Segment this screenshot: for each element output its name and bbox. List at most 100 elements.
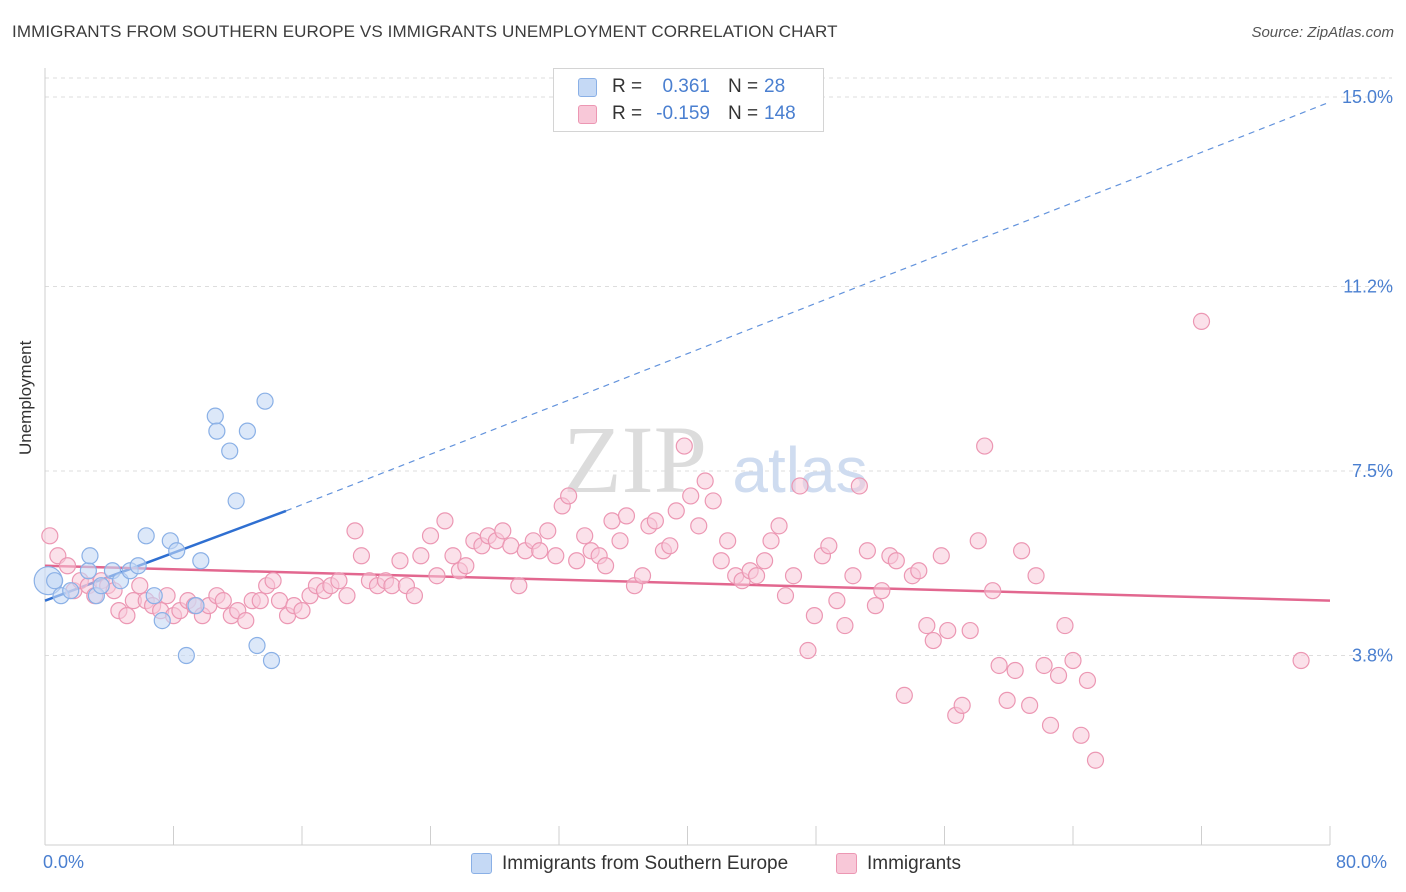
pink-point [617, 507, 636, 525]
pink-point [531, 542, 549, 560]
pink-point [237, 611, 255, 630]
pink-point [1035, 656, 1053, 675]
pink-point [611, 532, 629, 550]
pink-point [873, 582, 891, 600]
pink-point [58, 557, 77, 575]
pink-point [858, 542, 877, 560]
pink-trend-line [44, 564, 1331, 602]
pink-point [412, 547, 430, 565]
pink-point [494, 522, 512, 540]
pink-point [1027, 567, 1045, 585]
pink-point [887, 552, 905, 570]
blue-series-points [33, 392, 281, 670]
pink-point [502, 537, 520, 555]
trend-lines [44, 101, 1331, 602]
pink-point [953, 696, 971, 714]
y-tick-label: 15.0% [1342, 87, 1393, 107]
pink-point [791, 477, 809, 495]
pink-point [969, 532, 987, 550]
pink-point [661, 537, 679, 555]
legend-n-value: 28 [764, 76, 786, 97]
blue-point [262, 651, 281, 670]
legend-n-label: N = [728, 103, 759, 124]
pink-point [603, 512, 621, 530]
pink-point [330, 572, 348, 590]
legend-row-pink: R = -0.159 N = 148 [554, 100, 823, 128]
legend-n-label: N = [728, 76, 759, 97]
blue-point [192, 552, 210, 570]
pink-point [1078, 671, 1097, 690]
legend-r-value: -0.159 [656, 103, 710, 124]
pink-point [270, 592, 289, 610]
pink-point [755, 552, 774, 570]
blue-point [187, 597, 205, 615]
pink-point [828, 592, 846, 610]
pink-point [568, 552, 586, 570]
pink-point [747, 567, 766, 585]
y-tick-label: 7.5% [1352, 461, 1393, 481]
blue-point [145, 587, 163, 605]
blue-point [137, 527, 155, 545]
pink-point [690, 517, 708, 535]
pink-point [712, 552, 730, 570]
pink-point [1041, 716, 1060, 734]
pink-point [984, 582, 1002, 600]
pink-point [436, 512, 454, 530]
pink-point [719, 532, 737, 550]
pink-point [405, 587, 424, 605]
blue-point [79, 562, 97, 580]
pink-point [799, 641, 817, 660]
blue-point [153, 611, 171, 630]
pink-series-points [41, 312, 1310, 769]
pink-point [924, 631, 942, 650]
pink-point [1192, 312, 1211, 330]
correlation-legend: R = 0.361 N = 28 R = -0.159 N = 148 [553, 68, 824, 132]
pink-point [805, 607, 823, 625]
pink-point [918, 616, 936, 635]
pink-point [844, 567, 862, 585]
pink-point [776, 587, 795, 605]
blue-point [206, 407, 224, 425]
pink-point [547, 547, 565, 565]
pink-point [910, 562, 928, 580]
legend-label: Immigrants from Southern Europe [502, 853, 789, 874]
pink-point [41, 527, 59, 545]
legend-row-blue: R = 0.361 N = 28 [554, 73, 823, 101]
pink-point [338, 587, 356, 605]
pink-point [457, 557, 475, 575]
blue-swatch [578, 78, 597, 97]
blue-point [46, 572, 64, 590]
blue-point [256, 392, 274, 410]
pink-point [428, 567, 446, 585]
legend-r-label: R = [612, 76, 643, 97]
source-label: Source: ZipAtlas.com [1251, 24, 1394, 41]
pink-point [866, 597, 885, 615]
pink-point [576, 527, 594, 545]
pink-point [264, 572, 282, 590]
pink-point [961, 621, 979, 640]
blue-point [238, 422, 256, 440]
pink-point [1012, 542, 1031, 560]
y-tick-label: 3.8% [1352, 646, 1393, 666]
pink-point [1292, 651, 1310, 670]
pink-point [682, 487, 700, 505]
pink-point [646, 512, 664, 530]
pink-point [1056, 616, 1074, 635]
blue-point [81, 547, 99, 565]
pink-point [976, 437, 994, 455]
pink-point [820, 537, 838, 555]
pink-point [696, 472, 714, 490]
pink-point [1049, 666, 1068, 685]
legend-n-value: 148 [764, 103, 796, 124]
watermark-atlas: atlas [732, 434, 867, 506]
pink-point [352, 547, 371, 565]
y-axis-label: Unemployment [16, 340, 35, 455]
legend-r-label: R = [612, 103, 643, 124]
x-tick-label-min: 0.0% [43, 852, 85, 872]
pink-point [118, 607, 136, 625]
pink-swatch [836, 853, 857, 874]
legend-label: Immigrants [867, 853, 961, 874]
blue-point [227, 492, 245, 510]
pink-point [131, 577, 149, 595]
